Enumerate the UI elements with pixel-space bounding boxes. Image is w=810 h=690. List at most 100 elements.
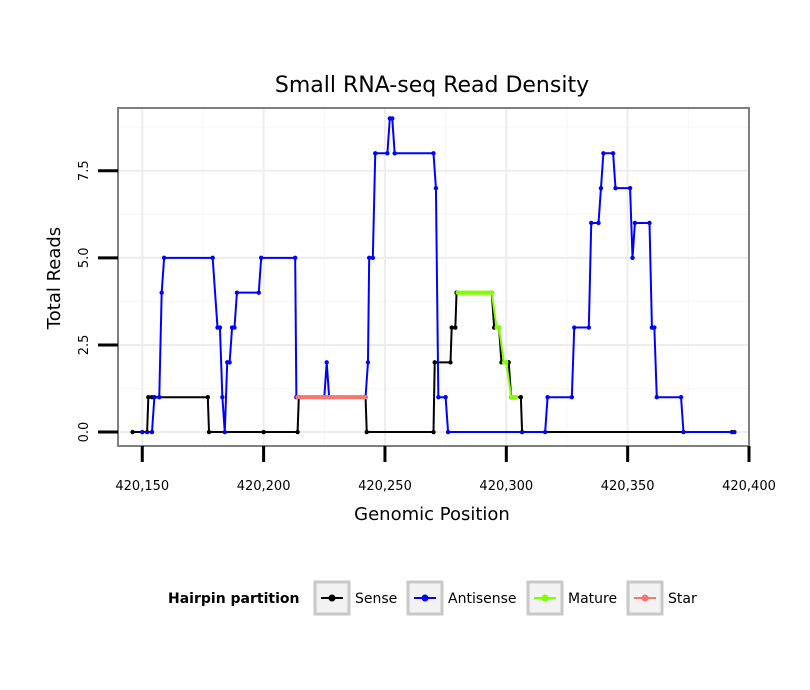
data-point-antisense: [385, 151, 390, 156]
data-point-antisense: [632, 220, 638, 226]
data-point-antisense: [589, 220, 594, 226]
data-point-sense: [518, 395, 524, 400]
data-point-antisense: [161, 255, 167, 261]
data-point-star: [363, 395, 368, 400]
data-point-antisense: [572, 325, 577, 330]
data-point-sense: [448, 360, 453, 365]
legend-item-star: Star: [626, 580, 697, 616]
data-point-antisense: [598, 185, 604, 191]
x-tick-label: 420,350: [601, 479, 655, 494]
data-point-sense: [206, 429, 212, 435]
data-point-antisense: [601, 151, 606, 156]
data-point-sense: [449, 325, 454, 330]
data-point-antisense: [234, 290, 240, 295]
data-point-antisense: [210, 255, 215, 261]
series-star: [295, 395, 368, 400]
data-point-sense: [261, 429, 266, 435]
data-point-antisense: [654, 395, 659, 400]
y-axis-title: Total Reads: [44, 227, 65, 330]
legend-key-point: [328, 594, 336, 602]
data-point-antisense: [445, 429, 451, 435]
data-point-antisense: [365, 360, 371, 365]
data-point-antisense: [220, 395, 225, 400]
data-point-antisense: [256, 290, 261, 295]
data-point-antisense: [373, 151, 378, 156]
y-axis: 0.0 2.5 5.0 7.5: [77, 160, 118, 442]
data-point-mature: [504, 360, 509, 365]
data-point-antisense: [436, 395, 441, 400]
data-point-antisense: [647, 220, 652, 226]
legend-label-antisense: Antisense: [448, 591, 517, 607]
data-point-antisense: [232, 325, 237, 330]
legend-key-point: [641, 594, 649, 602]
data-point-antisense: [392, 151, 397, 156]
data-point-antisense: [545, 395, 550, 400]
data-point-antisense: [390, 116, 395, 121]
data-point-mature: [496, 325, 502, 330]
data-point-sense: [295, 429, 300, 435]
legend-label-star: Star: [668, 591, 697, 607]
x-tick-label: 420,250: [358, 479, 412, 494]
y-tick-label: 0.0: [77, 422, 92, 443]
data-point-antisense: [732, 429, 737, 435]
y-tick-label: 2.5: [77, 335, 92, 356]
data-point-antisense: [586, 325, 592, 330]
legend-key-point: [421, 594, 429, 602]
data-point-sense: [432, 360, 437, 365]
data-point-antisense: [366, 255, 372, 261]
data-point-antisense: [613, 185, 618, 191]
data-point-antisense: [217, 325, 223, 330]
data-point-antisense: [227, 360, 232, 365]
x-axis: 420,150 420,200 420,250 420,300 420,350 420,4…: [115, 446, 776, 494]
series-antisense: [140, 116, 737, 435]
data-point-sense: [453, 325, 458, 330]
legend-item-mature: Mature: [526, 580, 617, 616]
data-point-antisense: [652, 325, 657, 330]
legend-item-antisense: Antisense: [406, 580, 517, 616]
data-point-antisense: [370, 255, 376, 261]
plot-border: [117, 107, 750, 447]
data-point-antisense: [610, 151, 616, 156]
data-point-antisense: [222, 429, 227, 435]
data-point-mature: [489, 290, 494, 295]
chart-title: Small RNA-seq Read Density: [275, 73, 589, 98]
data-point-mature: [513, 395, 519, 400]
data-point-antisense: [443, 395, 448, 400]
series-line-antisense: [142, 117, 735, 434]
data-point-antisense: [324, 360, 329, 365]
data-point-antisense: [627, 185, 633, 191]
legend: Hairpin partition Sense Antisense Mature St…: [168, 580, 697, 616]
data-point-sense: [431, 429, 436, 435]
x-tick-label: 420,150: [115, 479, 169, 494]
data-point-antisense: [678, 395, 684, 400]
legend-key-point: [541, 594, 549, 602]
data-point-antisense: [157, 395, 162, 400]
data-point-antisense: [630, 255, 635, 261]
data-point-antisense: [258, 255, 264, 261]
data-point-sense: [130, 429, 135, 435]
data-point-antisense: [569, 395, 575, 400]
series-layer: [130, 116, 737, 435]
data-point-antisense: [140, 429, 145, 435]
data-point-antisense: [596, 220, 601, 226]
x-axis-title: Genomic Position: [354, 504, 510, 525]
y-tick-label: 7.5: [77, 160, 92, 181]
data-point-antisense: [542, 429, 548, 435]
data-point-antisense: [681, 429, 686, 435]
legend-title: Hairpin partition: [168, 591, 299, 607]
legend-label-mature: Mature: [568, 591, 617, 607]
legend-item-sense: Sense: [313, 580, 397, 616]
data-point-antisense: [159, 290, 164, 295]
x-tick-label: 420,400: [722, 479, 776, 494]
data-point-sense: [364, 429, 369, 435]
x-tick-label: 420,300: [479, 479, 533, 494]
x-tick-label: 420,200: [237, 479, 291, 494]
legend-label-sense: Sense: [355, 591, 397, 607]
data-point-antisense: [292, 255, 298, 261]
data-point-antisense: [433, 185, 439, 191]
series-mature: [455, 290, 519, 400]
data-point-sense: [205, 395, 210, 400]
data-point-antisense: [152, 395, 157, 400]
y-tick-label: 5.0: [77, 247, 92, 268]
